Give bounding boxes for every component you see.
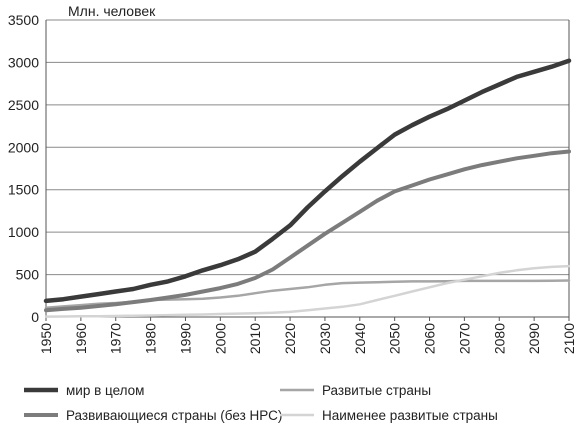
y-tick-label: 3500 [8, 12, 39, 28]
legend-label-3: Наименее развитые страны [322, 408, 498, 423]
series-line-3 [44, 264, 571, 318]
legend: мир в целом Развитые страны Развивающиеся … [24, 383, 498, 423]
legend-label-2: Развивающиеся страны (без НРС) [66, 408, 282, 423]
x-tick-label: 2030 [317, 323, 333, 354]
x-tick-label: 1980 [143, 323, 159, 354]
y-tick-label: 500 [16, 267, 40, 283]
y-tick-label: 3000 [8, 54, 39, 70]
grid-lines [46, 19, 569, 318]
x-tick-label: 1960 [73, 323, 89, 354]
x-tick-label: 2080 [491, 323, 507, 354]
x-tick-label: 2060 [422, 323, 438, 354]
x-tick-label: 1970 [108, 323, 124, 354]
x-tick-label: 2000 [212, 323, 228, 354]
y-tick-label: 1000 [8, 224, 39, 240]
y-tick-label: 2000 [8, 139, 39, 155]
x-tick-label: 2090 [526, 323, 542, 354]
legend-label-1: Развитые страны [322, 383, 431, 398]
axes: 0 500 1000 1500 2000 2500 3000 3500 1950 1960 1970… [8, 12, 577, 354]
x-tick-label: 2020 [282, 323, 298, 354]
series-line-0 [43, 58, 572, 304]
y-unit-label: Млн. человек [68, 3, 156, 19]
x-tick-label: 2040 [352, 323, 368, 354]
y-tick-label: 0 [31, 309, 39, 325]
y-tick-label: 1500 [8, 182, 39, 198]
x-tick-label: 1950 [38, 323, 54, 354]
x-tick-label: 2070 [456, 323, 472, 354]
x-tick-label: 1990 [177, 323, 193, 354]
series-line-2 [44, 149, 571, 313]
y-tick-label: 2500 [8, 97, 39, 113]
series-lines [43, 58, 572, 318]
x-tick-label: 2050 [387, 323, 403, 354]
x-tick-label: 2010 [247, 323, 263, 354]
legend-label-0: мир в целом [66, 383, 144, 398]
x-tick-label: 2100 [561, 323, 577, 354]
